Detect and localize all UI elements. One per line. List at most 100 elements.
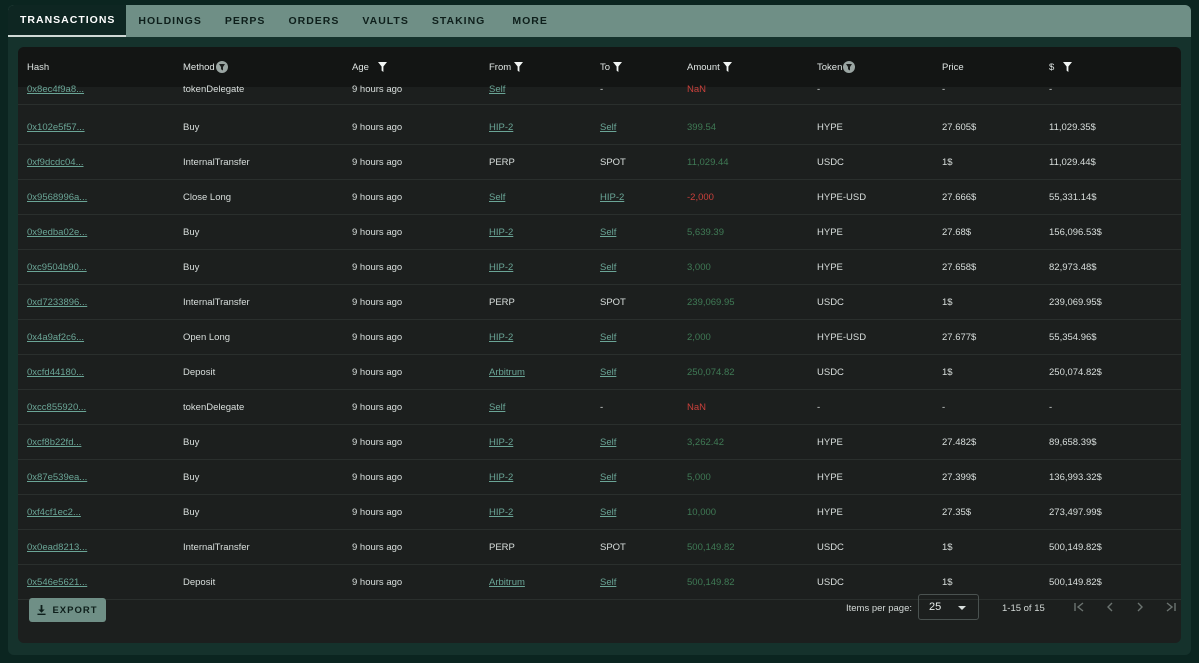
tab-vaults[interactable]: VAULTS (362, 15, 409, 27)
cell-method: Deposit (183, 366, 216, 378)
cell-price: 27.658$ (942, 261, 977, 273)
table-row: 0xf9dcdc04... InternalTransfer 9 hours ago… (18, 145, 1181, 180)
cell-age: 9 hours ago (352, 506, 403, 518)
cell-usd: - (1049, 84, 1053, 95)
cell-hash[interactable]: 0x9edba02e... (27, 226, 88, 238)
cell-to: SPOT (600, 296, 626, 308)
cell-token: HYPE (817, 506, 843, 518)
cell-amount: 500,149.82 (687, 576, 735, 588)
cell-token: USDC (817, 156, 844, 168)
cell-from: PERP (489, 156, 515, 168)
cell-hash[interactable]: 0x9568996a... (27, 191, 88, 203)
cell-hash[interactable]: 0x8ec4f9a8... (27, 84, 85, 95)
cell-to[interactable]: Self (600, 436, 617, 448)
cell-usd: 156,096.53$ (1049, 226, 1102, 238)
cell-to[interactable]: Self (600, 261, 617, 273)
cell-hash[interactable]: 0x546e5621... (27, 576, 88, 588)
cell-amount: 3,262.42 (687, 436, 724, 448)
cell-from[interactable]: Arbitrum (489, 576, 525, 588)
cell-to: SPOT (600, 541, 626, 553)
cell-to[interactable]: HIP-2 (600, 191, 625, 203)
export-label: EXPORT (52, 604, 98, 616)
table-row: 0xcf8b22fd... Buy 9 hours ago HIP-2 Self 3,26… (18, 425, 1181, 460)
tab-transactions[interactable]: TRANSACTIONS (8, 5, 127, 37)
filter-icon[interactable] (377, 62, 387, 72)
table-row: 0x4a9af2c6... Open Long 9 hours ago HIP-2 Se… (18, 320, 1181, 355)
export-button[interactable]: EXPORT (29, 598, 106, 622)
cell-hash[interactable]: 0xc9504b90... (27, 261, 87, 273)
cell-price: 1$ (942, 576, 953, 588)
cell-usd: 55,354.96$ (1049, 331, 1097, 343)
cell-usd: 11,029.44$ (1049, 156, 1096, 168)
cell-token: HYPE-USD (817, 331, 867, 343)
cell-from[interactable]: Self (489, 401, 506, 413)
cell-to[interactable]: Self (600, 471, 617, 483)
filter-icon[interactable] (514, 62, 524, 72)
cell-from[interactable]: HIP-2 (489, 121, 514, 133)
cell-from[interactable]: Self (489, 191, 506, 203)
column-header-label: Amount (687, 61, 720, 73)
chevron-down-icon (958, 606, 966, 610)
cell-hash[interactable]: 0x0ead8213... (27, 541, 88, 553)
items-per-page-label: Items per page: (846, 603, 913, 614)
next-page-button[interactable] (1130, 597, 1150, 617)
app-frame: TRANSACTIONS HOLDINGS PERPS ORDERS VAULTS STA… (8, 5, 1191, 655)
cell-to[interactable]: Self (600, 576, 617, 588)
tab-holdings[interactable]: HOLDINGS (138, 15, 202, 27)
chevron-right-icon (1137, 602, 1143, 612)
cell-hash[interactable]: 0xcf8b22fd... (27, 436, 82, 448)
cell-method: Buy (183, 506, 200, 518)
cell-hash[interactable]: 0xcfd44180... (27, 366, 85, 378)
last-page-button[interactable] (1161, 597, 1181, 617)
cell-to[interactable]: Self (600, 226, 617, 238)
cell-age: 9 hours ago (352, 436, 403, 448)
cell-price: - (942, 84, 946, 95)
cell-to[interactable]: Self (600, 121, 617, 133)
download-icon (37, 605, 47, 615)
cell-from[interactable]: HIP-2 (489, 506, 514, 518)
cell-hash[interactable]: 0xf9dcdc04... (27, 156, 84, 168)
tab-more[interactable]: MORE (512, 15, 548, 27)
filter-icon[interactable] (1063, 62, 1073, 72)
cell-hash[interactable]: 0x102e5f57... (27, 121, 85, 133)
cell-from[interactable]: HIP-2 (489, 226, 514, 238)
table-row: 0xf4cf1ec2... Buy 9 hours ago HIP-2 Self 10,0… (18, 495, 1181, 530)
cell-price: 27.35$ (942, 506, 972, 518)
column-header-age: Age (352, 47, 387, 87)
previous-page-button[interactable] (1100, 597, 1120, 617)
filter-icon[interactable] (613, 62, 623, 72)
cell-usd: 82,973.48$ (1049, 261, 1097, 273)
cell-hash[interactable]: 0xd7233896... (27, 296, 88, 308)
items-per-page-value: 25 (929, 601, 942, 613)
filter-icon[interactable] (722, 62, 732, 72)
filter-icon[interactable] (215, 61, 228, 73)
cell-from[interactable]: HIP-2 (489, 331, 514, 343)
cell-hash[interactable]: 0xcc855920... (27, 401, 87, 413)
cell-from: PERP (489, 541, 515, 553)
cell-from[interactable]: HIP-2 (489, 436, 514, 448)
cell-hash[interactable]: 0xf4cf1ec2... (27, 506, 81, 518)
cell-from[interactable]: HIP-2 (489, 471, 514, 483)
cell-hash[interactable]: 0x87e539ea... (27, 471, 88, 483)
tab-perps[interactable]: PERPS (224, 15, 266, 27)
first-page-button[interactable] (1069, 597, 1089, 617)
cell-usd: 500,149.82$ (1049, 541, 1102, 553)
cell-from[interactable]: Arbitrum (489, 366, 525, 378)
cell-age: 9 hours ago (352, 84, 403, 95)
cell-amount: 3,000 (687, 261, 711, 273)
cell-token: USDC (817, 576, 844, 588)
cell-to[interactable]: Self (600, 506, 617, 518)
items-per-page-select[interactable]: 25 (918, 594, 979, 620)
cell-amount: NaN (687, 84, 707, 95)
cell-to[interactable]: Self (600, 331, 617, 343)
cell-to[interactable]: Self (600, 366, 617, 378)
tab-orders[interactable]: ORDERS (288, 15, 340, 27)
cell-hash[interactable]: 0x4a9af2c6... (27, 331, 85, 343)
filter-icon[interactable] (843, 61, 856, 73)
cell-amount: 2,000 (687, 331, 711, 343)
column-header-amount: Amount (687, 47, 732, 87)
cell-from[interactable]: HIP-2 (489, 261, 514, 273)
cell-from[interactable]: Self (489, 84, 506, 95)
tab-staking[interactable]: STAKING (431, 15, 486, 27)
table-row: 0xc9504b90... Buy 9 hours ago HIP-2 Self 3,00… (18, 250, 1181, 285)
